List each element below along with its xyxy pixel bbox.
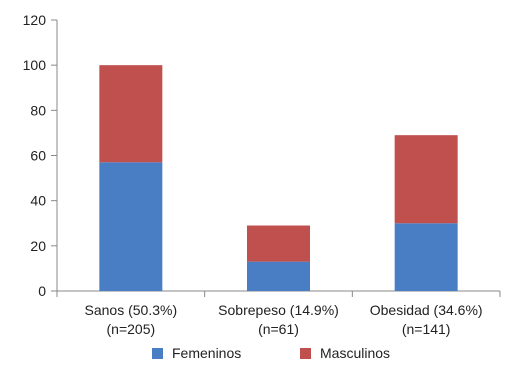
legend-swatch: [300, 348, 311, 359]
y-tick-label: 120: [23, 12, 47, 28]
y-tick-label: 60: [30, 148, 46, 164]
y-tick-label: 80: [30, 102, 46, 118]
category-label: (n=205): [107, 321, 156, 337]
bar-segment-masculinos: [99, 65, 163, 163]
bar-segment-femeninos: [247, 261, 310, 291]
category-label: Obesidad (34.6%): [370, 302, 483, 318]
bar-segment-femeninos: [394, 223, 458, 291]
category-label: (n=141): [402, 321, 451, 337]
x-axis: [56, 290, 501, 297]
bars: [99, 65, 458, 291]
bar-segment-masculinos: [247, 225, 310, 262]
legend: Femeninos Masculinos: [152, 345, 390, 361]
category-label: Sobrepeso (14.9%): [218, 302, 339, 318]
legend-label: Femeninos: [172, 345, 241, 361]
bar-segment-femeninos: [99, 162, 163, 291]
category-label: (n=61): [258, 321, 299, 337]
y-axis: 0 20 40 60 80 100 120: [23, 12, 58, 299]
y-tick-label: 20: [30, 238, 46, 254]
y-tick-label: 0: [38, 283, 46, 299]
bar-segment-masculinos: [394, 135, 458, 224]
category-labels: Sanos (50.3%) (n=205) Sobrepeso (14.9%) (n=…: [85, 302, 483, 337]
legend-label: Masculinos: [320, 345, 390, 361]
legend-swatch: [152, 348, 163, 359]
category-label: Sanos (50.3%): [85, 302, 178, 318]
y-tick-label: 100: [23, 57, 47, 73]
y-tick-label: 40: [30, 193, 46, 209]
